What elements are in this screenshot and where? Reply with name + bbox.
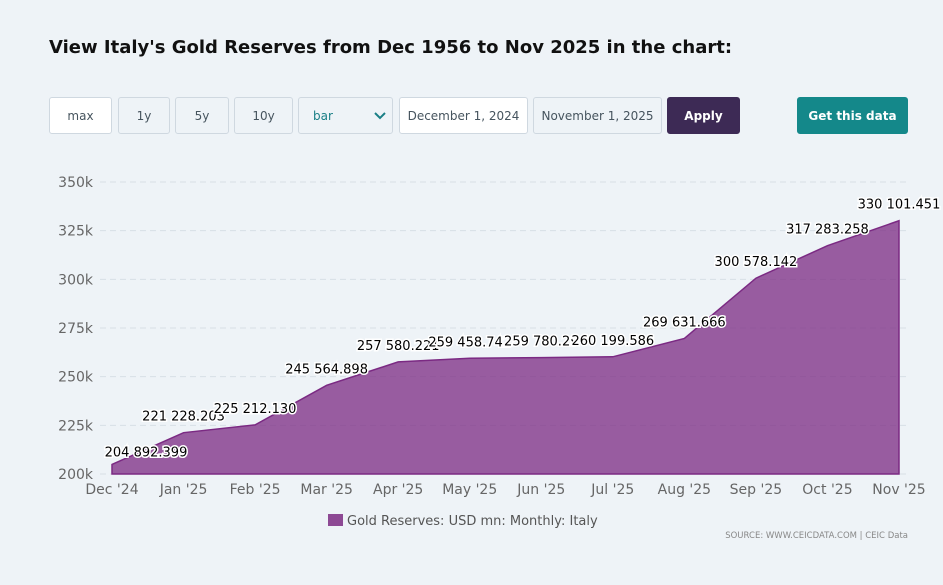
select-value: bar <box>313 108 333 123</box>
x-tick-label: Mar '25 <box>300 482 353 498</box>
range-button[interactable]: max <box>49 97 112 134</box>
apply-button[interactable]: Apply <box>667 97 740 134</box>
y-tick-label: 275k <box>58 321 94 337</box>
start-date[interactable]: December 1, 2024 <box>399 97 528 134</box>
data-label: 259 780.29 <box>504 335 578 350</box>
y-tick-label: 225k <box>58 418 94 434</box>
chevron <box>374 111 386 119</box>
chart-type-select[interactable]: bar <box>298 97 393 134</box>
x-tick-label: Sep '25 <box>730 482 783 498</box>
data-label: 259 458.742 <box>428 335 511 350</box>
x-tick-label: Aug '25 <box>658 482 711 498</box>
data-label: 269 631.666 <box>643 315 726 330</box>
legend-label: Gold Reserves: USD mn: Monthly: Italy <box>347 514 598 529</box>
x-tick-label: Nov '25 <box>872 482 925 498</box>
data-label: 317 283.258 <box>786 223 869 238</box>
data-label: 260 199.586 <box>571 334 654 349</box>
x-tick-label: May '25 <box>442 482 497 498</box>
range-button[interactable]: 1y <box>118 97 170 134</box>
x-tick-label: Apr '25 <box>373 482 423 498</box>
data-label: 257 580.221 <box>357 339 440 354</box>
data-label: 225 212.130 <box>214 402 297 417</box>
data-label: 221 228.203 <box>142 410 225 425</box>
data-label: 245 564.898 <box>285 362 368 377</box>
x-tick-label: Jan '25 <box>159 482 208 498</box>
area <box>111 219 900 475</box>
x-tick-label: Jun '25 <box>516 482 565 498</box>
heading: View Italy's Gold Reserves from Dec 1956… <box>49 37 733 58</box>
data-label: 204 892.399 <box>105 445 188 460</box>
range-button[interactable]: 10y <box>234 97 293 134</box>
end-date[interactable]: November 1, 2025 <box>533 97 662 134</box>
x-tick-label: Feb '25 <box>230 482 281 498</box>
y-tick-label: 325k <box>58 224 94 240</box>
y-tick-label: 250k <box>58 370 94 386</box>
y-tick-label: 350k <box>58 175 94 191</box>
x-tick-label: Dec '24 <box>85 482 138 498</box>
x-tick-label: Oct '25 <box>802 482 852 498</box>
y-tick-label: 200k <box>58 467 94 483</box>
x-tick-label: Jul '25 <box>590 482 634 498</box>
y-tick-label: 300k <box>58 272 94 288</box>
data-label: 300 578.142 <box>715 255 798 270</box>
range-button[interactable]: 5y <box>175 97 229 134</box>
legend-swatch <box>328 514 343 526</box>
source: SOURCE: WWW.CEICDATA.COM | CEIC Data <box>725 531 908 541</box>
data-label: 330 101.451 <box>858 198 941 213</box>
get-data-button[interactable]: Get this data <box>797 97 908 134</box>
